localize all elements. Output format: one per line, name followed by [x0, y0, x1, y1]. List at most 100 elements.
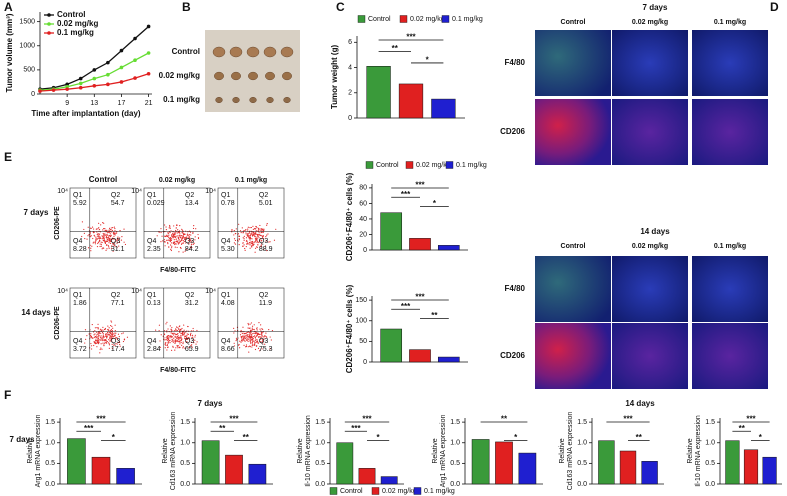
- flow-event: [109, 242, 112, 245]
- point: [133, 58, 137, 63]
- flow-event: [108, 339, 110, 341]
- flow-event: [188, 346, 190, 349]
- flow-event: [255, 232, 257, 234]
- flow-event: [105, 335, 107, 337]
- flow-event: [86, 238, 88, 240]
- flow-event: [182, 347, 184, 349]
- flow-event: [235, 339, 237, 342]
- flow-event: [180, 334, 182, 337]
- y-tick-label: 6: [348, 39, 352, 46]
- flow-event: [235, 337, 238, 339]
- flow-event: [177, 347, 179, 349]
- flow-event: [233, 327, 235, 329]
- micrograph: [535, 99, 611, 165]
- flow-event: [166, 338, 168, 340]
- flow-event: [261, 339, 264, 341]
- flow-event: [256, 240, 258, 242]
- flow-event: [84, 329, 87, 331]
- y-tick-label: 1.5: [450, 419, 460, 426]
- y-axis-label: CD206⁺F4/80⁺ cells (%): [345, 172, 354, 261]
- flow-event: [256, 331, 258, 333]
- flow-event: [102, 222, 104, 224]
- y-tick-label: 0.0: [45, 481, 55, 488]
- flow-event: [260, 341, 262, 343]
- flow-event: [123, 338, 126, 340]
- flow-event: [174, 349, 176, 351]
- flow-event: [113, 243, 115, 245]
- flow-event: [109, 332, 112, 334]
- flow-event: [242, 242, 244, 244]
- flow-event: [124, 243, 127, 246]
- legend-label: Control: [57, 10, 85, 19]
- flow-event: [259, 333, 261, 335]
- flow-event: [167, 342, 170, 344]
- flow-event: [166, 234, 168, 236]
- flow-event: [261, 340, 264, 342]
- flow-event: [165, 235, 167, 237]
- flow-event: [107, 342, 110, 344]
- flow-event: [102, 326, 104, 328]
- flow-event: [173, 242, 175, 245]
- flow-event: [242, 326, 244, 328]
- flow-event: [91, 323, 93, 326]
- point: [146, 51, 151, 55]
- flow-event: [185, 335, 187, 337]
- flow-event: [252, 225, 254, 227]
- y-tick-label: 1.5: [577, 419, 587, 426]
- flow-event: [93, 336, 95, 339]
- flow-event: [241, 332, 243, 335]
- flow-event: [106, 233, 108, 236]
- flow-event: [247, 226, 249, 228]
- flow-event: [179, 225, 181, 227]
- bar: [518, 452, 537, 485]
- flow-event: [104, 228, 106, 230]
- flow-event: [188, 337, 190, 339]
- flow-event: [97, 241, 99, 244]
- flow-event: [181, 229, 184, 231]
- flow-event: [105, 249, 107, 252]
- flow-event: [168, 239, 171, 241]
- flow-event: [111, 335, 113, 337]
- flow-event: [188, 235, 190, 238]
- micrograph: [612, 323, 688, 389]
- flow-event: [256, 328, 258, 330]
- panel-label: B: [182, 0, 191, 14]
- bar: [380, 212, 403, 251]
- flow-event: [182, 346, 184, 348]
- flow-event: [170, 248, 172, 250]
- flow-event: [244, 337, 246, 340]
- flow-event: [117, 239, 119, 241]
- flow-event: [184, 347, 186, 349]
- flow-event: [259, 240, 261, 242]
- flow-event: [264, 335, 266, 337]
- y-tick-label: 1.0: [45, 440, 55, 447]
- flow-event: [116, 239, 118, 242]
- flow-event: [85, 338, 87, 340]
- flow-event: [260, 234, 262, 236]
- flow-event: [111, 343, 113, 345]
- y-axis-label: Cd163 mRNA expression: [567, 412, 574, 491]
- flow-event: [176, 241, 178, 243]
- flow-event: [246, 336, 248, 338]
- point: [106, 72, 110, 77]
- flow-event: [181, 333, 184, 335]
- flow-event: [179, 341, 181, 343]
- flow-event: [94, 339, 97, 341]
- flow-event: [96, 327, 98, 329]
- quadrant-value: 5.30: [221, 246, 235, 253]
- flow-event: [109, 336, 111, 338]
- flow-event: [255, 240, 257, 242]
- flow-event: [195, 343, 197, 345]
- tumor: [266, 96, 274, 104]
- x-tick-label: 21: [145, 100, 153, 107]
- flow-event: [168, 246, 170, 248]
- y-tick-label: 40: [359, 216, 367, 223]
- flow-event: [179, 331, 181, 333]
- y-tick-label: 150: [355, 297, 367, 304]
- flow-event: [106, 248, 108, 250]
- flow-event: [244, 336, 246, 339]
- flow-event: [105, 342, 108, 344]
- flow-event: [183, 324, 185, 326]
- flow-event: [188, 234, 191, 236]
- flow-event: [110, 231, 112, 233]
